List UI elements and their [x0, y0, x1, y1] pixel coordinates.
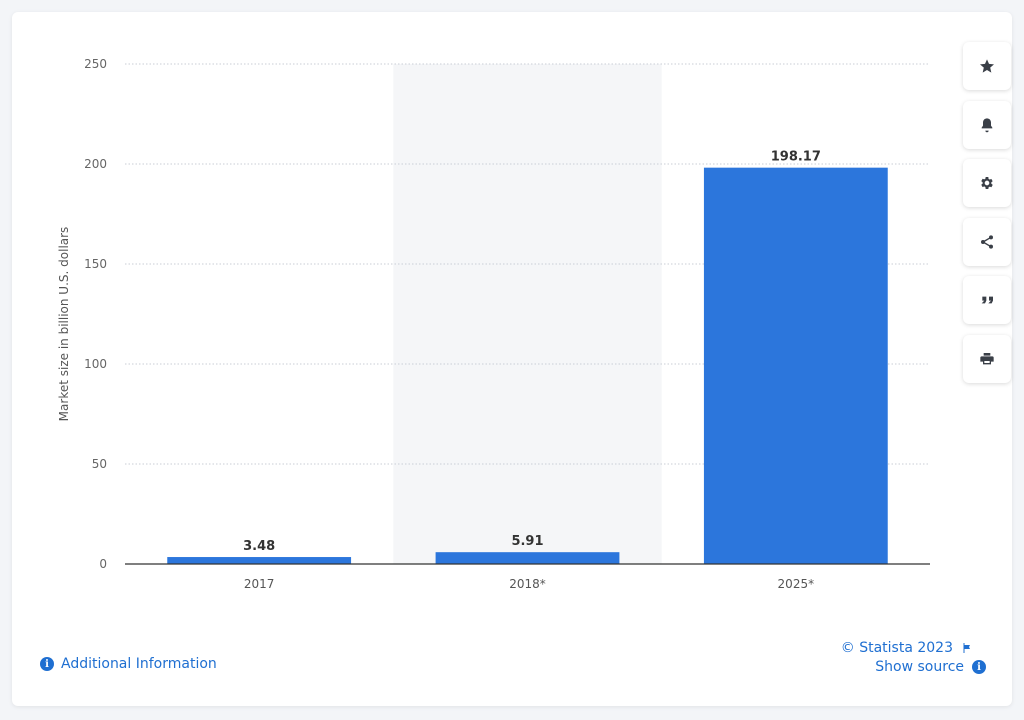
print-icon	[980, 352, 994, 364]
bar[interactable]	[703, 167, 888, 564]
additional-information-label: Additional Information	[61, 656, 217, 672]
show-source-link[interactable]: Show source i	[875, 659, 986, 675]
share-button[interactable]	[963, 217, 1011, 266]
favorite-button[interactable]	[963, 42, 1011, 90]
chart-card: Market size in billion U.S. dollars 0 50 1…	[12, 12, 1012, 706]
additional-information-link[interactable]: i Additional Information	[40, 656, 217, 672]
quote-icon	[981, 296, 993, 304]
show-source-label: Show source	[875, 659, 964, 675]
bar[interactable]	[167, 557, 352, 564]
y-tick-label: 200	[84, 157, 107, 171]
star-icon	[980, 59, 994, 73]
info-icon: i	[40, 657, 54, 671]
value-label: 3.48	[243, 539, 275, 554]
y-tick-label: 150	[84, 257, 107, 271]
x-tick-label: 2017	[244, 577, 275, 591]
copyright-link[interactable]: © Statista 2023	[841, 640, 973, 656]
copyright-label: © Statista 2023	[840, 640, 953, 656]
gear-icon	[981, 177, 993, 189]
cite-button[interactable]	[963, 276, 1011, 324]
flag-icon	[963, 643, 970, 653]
chart-toolbar	[963, 42, 1011, 393]
bar[interactable]	[435, 552, 620, 564]
notification-button[interactable]	[963, 100, 1011, 149]
x-tick-label: 2018*	[509, 577, 546, 591]
y-tick-label: 250	[84, 57, 107, 71]
settings-button[interactable]	[963, 159, 1011, 207]
value-label: 5.91	[511, 534, 543, 549]
y-tick-label: 100	[84, 357, 107, 371]
y-tick-label: 50	[92, 457, 107, 471]
bell-icon	[981, 117, 993, 132]
print-button[interactable]	[963, 334, 1011, 383]
info-icon: i	[972, 660, 986, 674]
y-tick-label: 0	[99, 557, 107, 571]
y-axis-label: Market size in billion U.S. dollars	[57, 227, 71, 422]
share-icon	[981, 234, 993, 249]
x-tick-label: 2025*	[778, 577, 815, 591]
bar-chart: Market size in billion U.S. dollars 0 50 1…	[57, 57, 930, 591]
value-label: 198.17	[771, 150, 821, 165]
highlight-band	[393, 64, 662, 564]
